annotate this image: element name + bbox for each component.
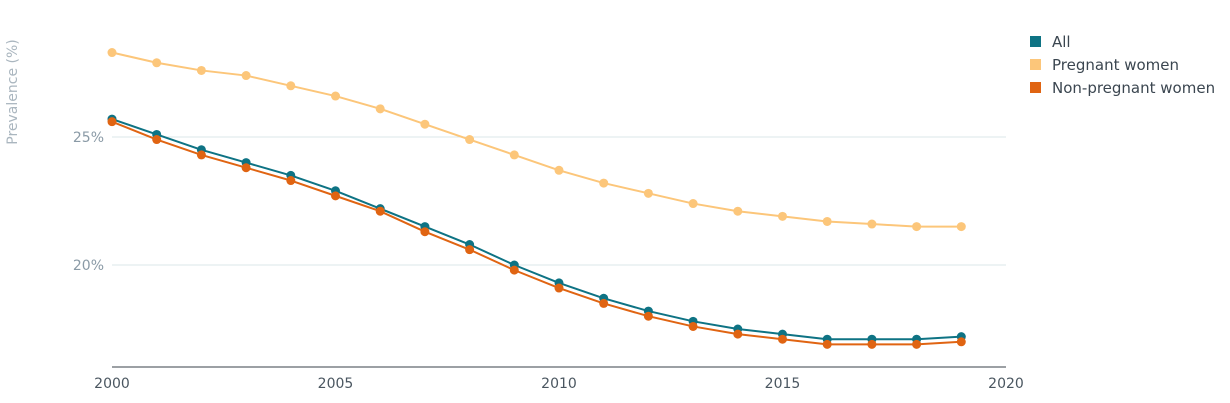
data-point-pregnant-women-2009	[509, 150, 519, 160]
data-point-non-pregnant-women-2006	[375, 206, 385, 216]
data-point-non-pregnant-women-2005	[331, 191, 340, 201]
data-point-pregnant-women-2007	[420, 119, 430, 129]
legend-item-pregnant-women[interactable]: Pregnant women	[1030, 56, 1179, 74]
data-point-pregnant-women-2002	[196, 65, 206, 75]
data-point-pregnant-women-2001	[152, 58, 162, 68]
data-point-pregnant-women-2018	[912, 222, 922, 232]
data-point-non-pregnant-women-2001	[152, 135, 162, 145]
data-point-non-pregnant-women-2004	[286, 176, 296, 186]
data-point-pregnant-women-2000	[107, 48, 117, 58]
data-point-non-pregnant-women-2014	[733, 329, 743, 339]
x-tick-label-2020: 2020	[988, 376, 1024, 392]
data-point-non-pregnant-women-2011	[599, 298, 609, 308]
legend-label-pregnant-women: Pregnant women	[1052, 56, 1179, 74]
data-point-pregnant-women-2012	[643, 188, 653, 198]
y-axis-tick-labels: 20% 25%	[73, 130, 104, 274]
data-point-pregnant-women-2008	[465, 135, 475, 145]
data-point-pregnant-women-2014	[733, 206, 743, 216]
x-axis-tick-labels: 2000 2005 2010 2015 2020	[94, 376, 1024, 392]
data-point-non-pregnant-women-2003	[241, 163, 251, 173]
data-point-pregnant-women-2005	[331, 91, 340, 101]
series-pregnant-women	[107, 48, 966, 232]
grid-lines	[112, 136, 1006, 266]
data-point-non-pregnant-women-2008	[465, 245, 475, 255]
data-point-non-pregnant-women-2010	[554, 283, 564, 293]
data-point-non-pregnant-women-2019	[956, 337, 966, 347]
y-axis-title: Prevalence (%)	[5, 39, 21, 145]
data-point-non-pregnant-women-2013	[688, 321, 698, 331]
data-point-non-pregnant-women-2015	[778, 334, 787, 344]
x-tick-label-2015: 2015	[765, 376, 801, 392]
data-point-pregnant-women-2019	[956, 222, 966, 232]
y-tick-label-25: 25%	[73, 130, 104, 146]
data-point-non-pregnant-women-2016	[822, 339, 832, 349]
legend-item-all[interactable]: All	[1030, 33, 1071, 51]
legend-label-non-pregnant-women: Non-pregnant women	[1052, 79, 1215, 97]
series-non-pregnant-women	[107, 117, 966, 349]
data-point-pregnant-women-2006	[375, 104, 385, 114]
data-point-pregnant-women-2016	[822, 216, 832, 226]
data-point-pregnant-women-2017	[867, 219, 877, 229]
series-line-non-pregnant-women	[111, 120, 962, 346]
x-tick-label-2010: 2010	[541, 376, 577, 392]
series-all	[107, 114, 966, 344]
data-point-non-pregnant-women-2012	[643, 311, 653, 321]
x-tick-label-2005: 2005	[318, 376, 354, 392]
legend-swatch-pregnant-women	[1030, 59, 1041, 70]
legend: All Pregnant women Non-pregnant women	[1030, 33, 1215, 97]
data-point-non-pregnant-women-2009	[509, 265, 519, 275]
data-point-pregnant-women-2015	[778, 211, 787, 221]
data-point-non-pregnant-women-2018	[912, 339, 922, 349]
legend-swatch-all	[1030, 36, 1041, 47]
data-point-pregnant-women-2004	[286, 81, 296, 91]
data-point-pregnant-women-2011	[599, 178, 609, 188]
data-point-non-pregnant-women-2007	[420, 227, 430, 237]
series-layer	[107, 48, 966, 349]
data-point-non-pregnant-women-2000	[107, 117, 117, 127]
x-tick-label-2000: 2000	[94, 376, 130, 392]
legend-swatch-non-pregnant-women	[1030, 82, 1041, 93]
y-tick-label-20: 20%	[73, 258, 104, 274]
legend-item-non-pregnant-women[interactable]: Non-pregnant women	[1030, 79, 1215, 97]
data-point-pregnant-women-2013	[688, 199, 698, 209]
series-line-pregnant-women	[111, 51, 962, 228]
data-point-non-pregnant-women-2017	[867, 339, 877, 349]
legend-label-all: All	[1052, 33, 1071, 51]
series-line-all	[111, 118, 962, 341]
data-point-non-pregnant-women-2002	[196, 150, 206, 160]
data-point-pregnant-women-2003	[241, 71, 251, 81]
data-point-pregnant-women-2010	[554, 165, 564, 175]
